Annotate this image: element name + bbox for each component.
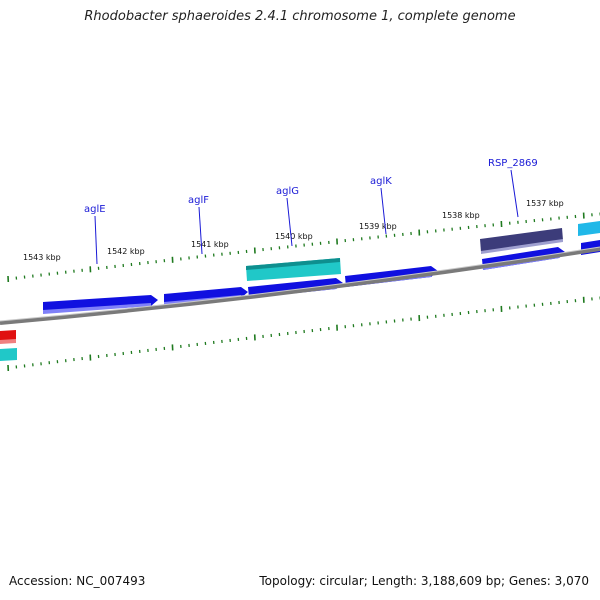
leader-line — [510, 169, 519, 218]
kbp-tick-label: 1543 kbp — [23, 253, 61, 262]
gene-feature-purple-edge — [481, 239, 563, 254]
gene-label-aglE[interactable]: aglE — [84, 204, 106, 215]
gene-feature-red-edge — [0, 339, 16, 344]
kbp-tick-label: 1542 kbp — [107, 247, 145, 256]
inner-tick-track — [7, 296, 600, 372]
leader-line — [286, 197, 293, 247]
genome-stats-text: Topology: circular; Length: 3,188,609 bp… — [259, 574, 589, 588]
gene-feature-teal-reverse[interactable] — [0, 348, 17, 361]
gene-label-aglF[interactable]: aglF — [188, 195, 209, 206]
kbp-tick-label: 1541 kbp — [191, 240, 229, 249]
leader-line — [380, 187, 387, 235]
gene-label-aglG[interactable]: aglG — [276, 186, 299, 197]
gene-feature-teal-edge — [246, 258, 340, 270]
gene-label-RSP_2869[interactable]: RSP_2869 — [488, 158, 538, 169]
gene-label-aglK[interactable]: aglK — [370, 176, 392, 187]
page-title: Rhodobacter sphaeroides 2.4.1 chromosome… — [84, 9, 516, 24]
kbp-tick-label: 1537 kbp — [526, 199, 564, 208]
gene-feature-purple[interactable] — [480, 228, 563, 252]
accession-text: Accession: NC_007493 — [9, 574, 146, 588]
genome-backbone-highlight — [0, 246, 600, 322]
genome-backbone — [0, 247, 600, 325]
gene-label-leaders — [94, 169, 519, 265]
gene-feature-lightblue[interactable] — [578, 221, 600, 236]
leader-line — [198, 206, 203, 255]
gene-arrow-edge — [43, 303, 151, 314]
outer-tick-track — [7, 212, 600, 283]
leader-line — [94, 215, 98, 265]
kbp-tick-label: 1540 kbp — [275, 232, 313, 241]
kbp-tick-label: 1538 kbp — [442, 211, 480, 220]
kbp-tick-label: 1539 kbp — [359, 222, 397, 231]
